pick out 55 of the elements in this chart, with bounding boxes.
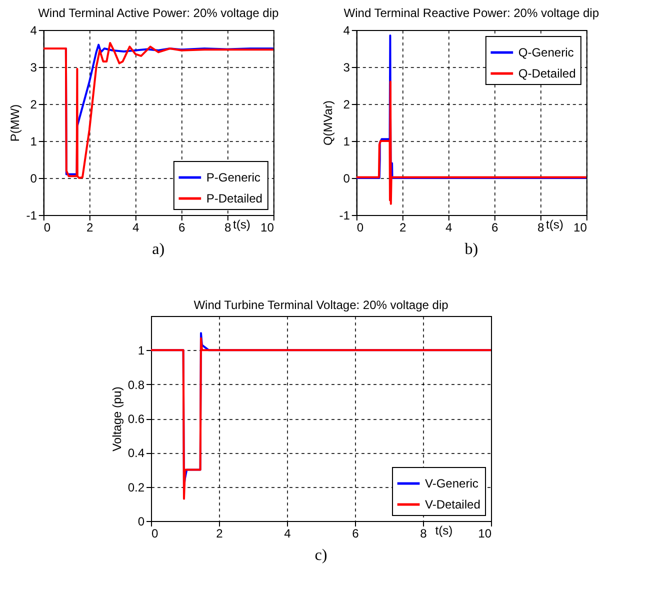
y-tick-label: 4 (30, 24, 38, 38)
y-tick-label: -1 (339, 208, 350, 222)
y-axis-title: Voltage (pu) (110, 386, 124, 452)
y-tick-label: 1 (138, 344, 145, 358)
legend-label: V-Generic (425, 476, 478, 490)
y-tick-label: 0.2 (128, 480, 145, 494)
legend-label: P-Generic (206, 170, 260, 184)
chart-title: Wind Turbine Terminal Voltage: 20% voltage dip (194, 298, 449, 312)
chart-title: Wind Terminal Active Power: 20% voltage dip (38, 6, 279, 20)
x-tick-label: 10 (478, 526, 492, 540)
x-tick-label: 2 (216, 526, 224, 540)
legend-label: P-Detailed (206, 192, 262, 206)
y-axis-title: P(MW) (8, 104, 22, 142)
x-tick-label: 0 (44, 220, 51, 234)
x-tick-label: 6 (492, 220, 499, 234)
text: c) (314, 547, 328, 564)
x-axis-title: t(s) (546, 218, 564, 232)
y-tick-label: 1 (30, 134, 38, 148)
y-tick-label: 0 (343, 172, 350, 186)
y-tick-label: 2 (30, 98, 38, 112)
x-axis-title: t(s) (435, 524, 453, 538)
line-series (356, 80, 586, 205)
y-axis-title: Q(MVar) (321, 100, 336, 146)
y-tick-label: 0.8 (128, 378, 145, 392)
x-tick-label: 10 (574, 220, 588, 234)
y-tick-label: 0 (138, 514, 145, 528)
y-tick-label: -1 (26, 208, 38, 222)
y-tick-label: 0.6 (128, 412, 145, 426)
x-tick-label: 0 (356, 220, 364, 234)
x-tick-label: 8 (420, 526, 428, 540)
x-tick-label: 0 (152, 526, 158, 540)
x-tick-label: 6 (178, 220, 186, 234)
x-tick-label: 10 (260, 220, 274, 234)
x-tick-label: 2 (86, 220, 94, 234)
legend-label: Q-Detailed (518, 66, 576, 80)
legend-label: V-Detailed (425, 498, 480, 512)
x-tick-label: 4 (446, 220, 453, 234)
chart-title: Wind Terminal Reactive Power: 20% voltage dip (344, 6, 600, 20)
y-tick-label: 4 (343, 24, 350, 38)
legend-label: Q-Generic (518, 46, 574, 60)
y-tick-label: 0 (30, 172, 38, 186)
y-tick-label: 1 (343, 134, 350, 148)
x-tick-label: 4 (284, 526, 292, 540)
x-tick-label: 6 (352, 526, 360, 540)
x-tick-label: 2 (400, 220, 407, 234)
x-tick-label: 8 (538, 220, 545, 234)
y-tick-label: 3 (30, 60, 38, 74)
x-tick-label: 8 (224, 220, 232, 234)
y-tick-label: 0.4 (128, 446, 145, 460)
text: a) (152, 241, 165, 258)
y-tick-label: 2 (343, 98, 350, 112)
x-axis-title: t(s) (233, 218, 250, 232)
text: b) (464, 241, 478, 258)
line-series (356, 34, 586, 179)
y-tick-label: 3 (343, 60, 350, 74)
